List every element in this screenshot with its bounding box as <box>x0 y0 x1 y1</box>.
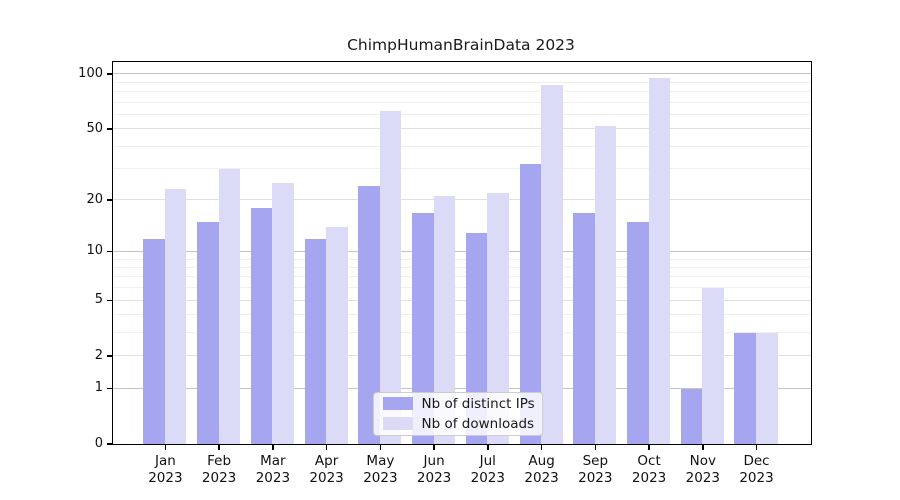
gridline <box>112 199 811 201</box>
legend-item-downloads: Nb of downloads <box>382 415 542 432</box>
x-tick-label: Oct 2023 <box>631 453 667 486</box>
minor-gridline <box>112 287 811 289</box>
x-tick-label: Jun 2023 <box>416 453 452 486</box>
bar-downloads-feb <box>218 168 241 444</box>
x-tick-label: Dec 2023 <box>739 453 774 486</box>
bar-distinct-ips-may <box>358 186 380 444</box>
bar-downloads-oct <box>648 78 671 444</box>
x-tick-mark <box>379 444 382 450</box>
minor-gridline <box>112 91 811 92</box>
legend-label-downloads: Nb of downloads <box>421 415 535 432</box>
minor-gridline <box>112 331 811 333</box>
plot-area <box>111 60 812 445</box>
bar-distinct-ips-jul <box>465 232 488 444</box>
y-tick-label: 10 <box>86 243 103 259</box>
x-tick-label: Aug 2023 <box>524 453 559 486</box>
x-tick-label: Sep 2023 <box>578 453 613 486</box>
x-tick-label: Jul 2023 <box>470 453 505 486</box>
x-tick-mark <box>218 444 220 450</box>
x-tick-label: Mar 2023 <box>255 453 291 486</box>
y-tick-mark <box>106 250 112 253</box>
x-tick-mark <box>540 444 543 450</box>
bar-downloads-apr <box>326 227 348 444</box>
bar-downloads-nov <box>702 288 724 444</box>
bar-downloads-jan <box>164 189 187 444</box>
bar-distinct-ips-jan <box>143 238 165 444</box>
minor-gridline <box>112 81 811 83</box>
gridline <box>112 355 811 356</box>
x-tick-label: Jan 2023 <box>148 453 183 486</box>
minor-gridline <box>112 276 811 278</box>
gridline <box>112 387 811 389</box>
x-tick-mark <box>325 444 328 450</box>
x-tick-mark <box>755 444 758 450</box>
bar-downloads-jul <box>487 192 509 444</box>
x-tick-mark <box>594 444 597 450</box>
y-tick-mark <box>106 355 112 357</box>
y-tick-label: 20 <box>86 191 103 207</box>
gridline <box>112 299 811 301</box>
bar-distinct-ips-oct <box>627 221 649 444</box>
legend: Nb of distinct IPs Nb of downloads <box>372 391 543 436</box>
y-tick-label: 50 <box>86 120 103 136</box>
minor-gridline <box>112 113 811 115</box>
bar-distinct-ips-jun <box>412 212 434 444</box>
y-tick-mark <box>106 199 112 201</box>
gridline <box>112 250 811 252</box>
minor-gridline <box>112 145 811 147</box>
bar-downloads-aug <box>541 85 563 444</box>
legend-item-distinct-ips: Nb of distinct IPs <box>382 395 542 412</box>
y-tick-mark <box>106 73 112 75</box>
x-tick-mark <box>648 444 650 450</box>
bar-distinct-ips-feb <box>197 221 219 444</box>
legend-label-distinct-ips: Nb of distinct IPs <box>421 395 535 412</box>
x-tick-label: Nov 2023 <box>685 453 720 486</box>
minor-gridline <box>112 101 811 103</box>
bar-distinct-ips-dec <box>734 332 756 444</box>
bar-distinct-ips-aug <box>519 163 542 444</box>
bar-distinct-ips-nov <box>680 388 703 444</box>
y-tick-label: 0 <box>94 435 103 451</box>
bar-downloads-may <box>379 110 402 444</box>
x-tick-label: Feb 2023 <box>201 453 237 486</box>
y-tick-mark <box>106 443 112 445</box>
x-tick-mark <box>164 444 167 450</box>
x-tick-label: Apr 2023 <box>309 453 344 486</box>
x-tick-mark <box>272 444 274 450</box>
bar-distinct-ips-mar <box>250 208 273 444</box>
minor-gridline <box>112 167 811 169</box>
x-tick-label: May 2023 <box>363 453 398 486</box>
x-tick-mark <box>702 444 704 450</box>
y-tick-mark <box>106 387 112 389</box>
gridline <box>112 128 811 129</box>
gridline <box>112 73 811 75</box>
x-tick-mark <box>433 444 435 450</box>
minor-gridline <box>112 267 811 268</box>
y-tick-label: 2 <box>94 347 103 363</box>
chart-title: ChimpHumanBrainData 2023 <box>347 36 575 54</box>
legend-swatch-distinct-ips <box>382 397 413 410</box>
y-tick-label: 1 <box>94 380 103 395</box>
bar-downloads-mar <box>272 183 294 444</box>
y-tick-label: 5 <box>94 292 103 307</box>
bar-distinct-ips-apr <box>304 238 327 444</box>
y-tick-mark <box>106 128 112 130</box>
x-tick-mark <box>487 444 489 450</box>
bar-downloads-jun <box>433 196 456 444</box>
minor-gridline <box>112 314 811 316</box>
minor-gridline <box>112 258 811 260</box>
y-tick-mark <box>106 299 112 301</box>
legend-swatch-downloads <box>382 417 413 430</box>
bar-distinct-ips-sep <box>573 212 595 444</box>
bar-downloads-sep <box>594 125 617 444</box>
y-tick-label: 100 <box>78 65 103 81</box>
bar-downloads-dec <box>756 332 778 444</box>
